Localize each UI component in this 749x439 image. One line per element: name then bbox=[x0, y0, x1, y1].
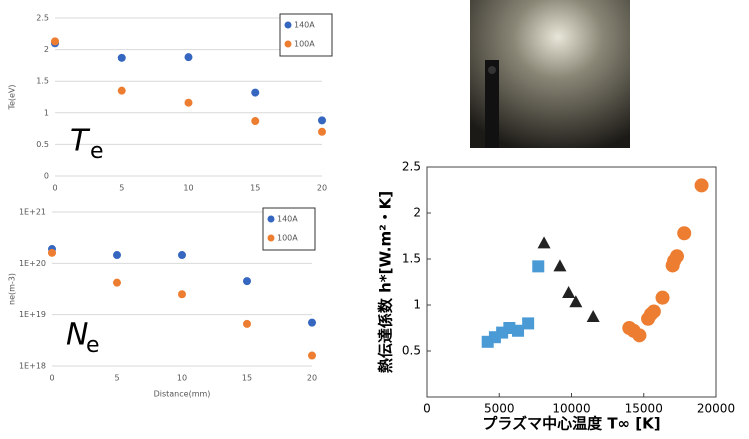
point bbox=[251, 89, 259, 97]
point bbox=[538, 236, 551, 248]
legend-marker bbox=[268, 235, 275, 242]
point bbox=[113, 279, 121, 287]
point bbox=[243, 277, 251, 285]
point bbox=[647, 304, 661, 318]
point bbox=[118, 87, 126, 95]
point bbox=[562, 286, 575, 298]
y-tick-label: 1.5 bbox=[36, 77, 49, 86]
point bbox=[318, 116, 326, 124]
y-tick-label: 0 bbox=[44, 172, 49, 181]
y-tick-label: 1E+20 bbox=[19, 259, 46, 268]
legend-label: 100A bbox=[277, 234, 298, 243]
point bbox=[178, 290, 186, 298]
x-tick-label: 5 bbox=[119, 184, 124, 193]
legend-label: 140A bbox=[277, 215, 298, 224]
x-tick-label: 10 bbox=[183, 184, 193, 193]
y-tick-label: 1E+18 bbox=[19, 362, 46, 371]
plot-frame bbox=[427, 167, 716, 397]
point bbox=[251, 117, 259, 125]
point bbox=[656, 291, 670, 305]
legend-marker bbox=[285, 41, 292, 48]
figure: 00.511.522.505101520Te(eV)Te140A100A1E+1… bbox=[0, 0, 749, 439]
x-tick-label: 5 bbox=[114, 374, 119, 383]
point bbox=[695, 178, 709, 192]
x-tick-label: 15 bbox=[242, 374, 252, 383]
point bbox=[51, 37, 59, 45]
y-axis-label: ne(m-3) bbox=[8, 273, 17, 305]
y-tick-label: 1E+21 bbox=[19, 208, 46, 217]
x-tick-label: 20 bbox=[317, 184, 327, 193]
photo bbox=[470, 0, 630, 148]
point bbox=[48, 249, 56, 257]
annotation-subscript: e bbox=[90, 139, 104, 164]
y-axis-label: 熱伝達係数 h*[W.m²・K] bbox=[377, 191, 395, 373]
legend-label: 140A bbox=[294, 21, 315, 30]
point bbox=[632, 328, 646, 342]
point bbox=[677, 226, 691, 240]
point bbox=[670, 249, 684, 263]
y-tick-label: 2 bbox=[44, 45, 49, 54]
x-tick-label: 5000 bbox=[484, 402, 515, 416]
x-axis-label: プラズマ中心温度 T∞ [K] bbox=[482, 415, 660, 433]
point bbox=[113, 251, 121, 259]
point bbox=[532, 260, 544, 272]
y-tick-label: 1E+19 bbox=[19, 310, 46, 319]
y-tick-label: 1 bbox=[44, 108, 49, 117]
y-tick-label: 0.5 bbox=[402, 344, 421, 358]
y-tick-label: 1 bbox=[413, 298, 421, 312]
x-tick-label: 10000 bbox=[552, 402, 590, 416]
point bbox=[522, 317, 534, 329]
legend-label: 100A bbox=[294, 40, 315, 49]
y-tick-label: 1.5 bbox=[402, 252, 421, 266]
y-tick-label: 2 bbox=[413, 206, 421, 220]
point bbox=[553, 259, 566, 271]
legend-marker bbox=[268, 216, 275, 223]
y-tick-label: 2.5 bbox=[402, 160, 421, 174]
x-tick-label: 15000 bbox=[625, 402, 663, 416]
point bbox=[243, 320, 251, 328]
x-tick-label: 20 bbox=[307, 374, 317, 383]
x-tick-label: 20000 bbox=[697, 402, 735, 416]
point bbox=[118, 54, 126, 62]
x-tick-label: 0 bbox=[423, 402, 431, 416]
x-tick-label: 10 bbox=[177, 374, 187, 383]
point bbox=[587, 310, 600, 322]
legend-marker bbox=[285, 22, 292, 29]
y-axis-label: Te(eV) bbox=[8, 84, 17, 110]
y-tick-label: 2.5 bbox=[36, 14, 49, 23]
point bbox=[318, 128, 326, 136]
point bbox=[308, 352, 316, 360]
point bbox=[178, 251, 186, 259]
x-axis-label: Distance(mm) bbox=[154, 390, 211, 399]
point bbox=[185, 53, 193, 61]
point bbox=[185, 99, 193, 107]
y-tick-label: 0.5 bbox=[36, 140, 49, 149]
annotation-symbol: T bbox=[70, 124, 91, 159]
point bbox=[308, 319, 316, 327]
x-tick-label: 0 bbox=[49, 374, 54, 383]
x-tick-label: 15 bbox=[250, 184, 260, 193]
x-tick-label: 0 bbox=[52, 184, 57, 193]
annotation-subscript: e bbox=[86, 333, 100, 358]
